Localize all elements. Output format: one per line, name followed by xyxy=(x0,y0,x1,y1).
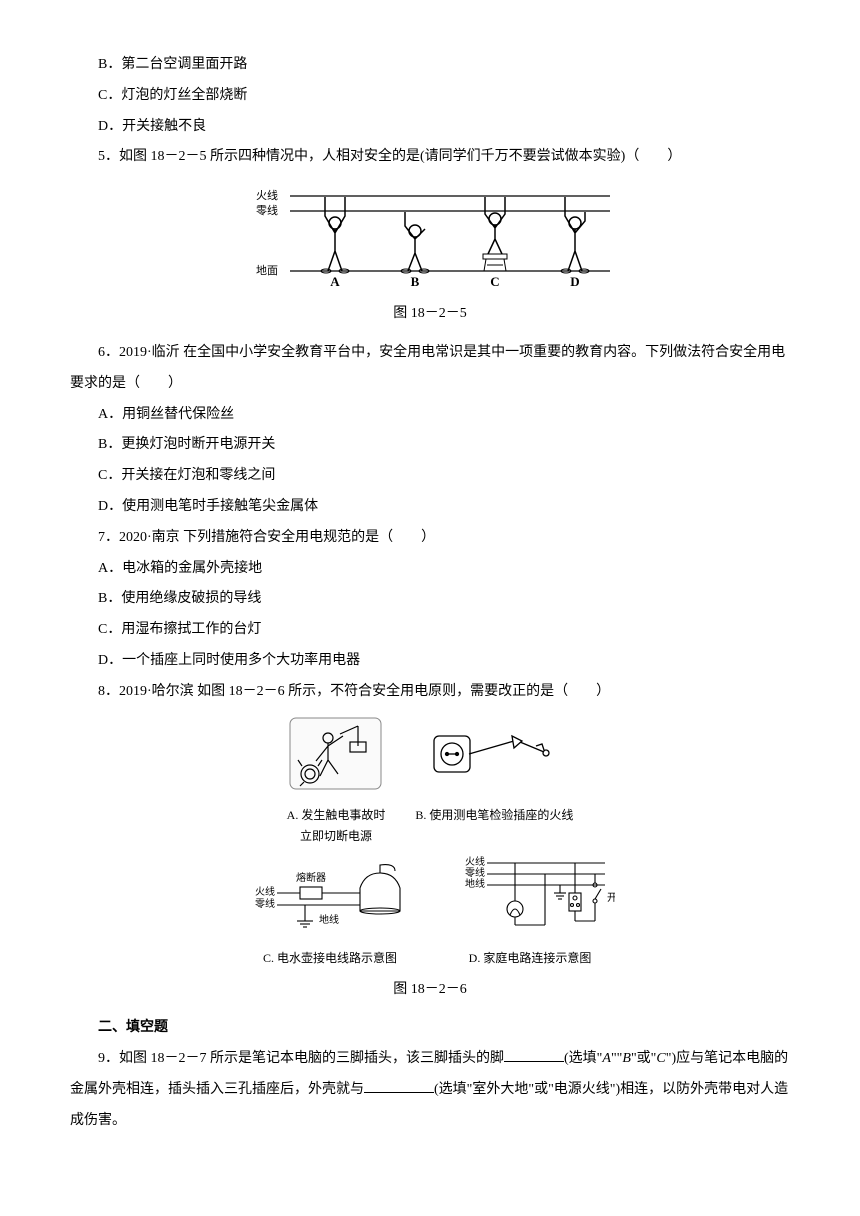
person-c xyxy=(483,197,507,271)
fig-8a-label1: A. 发生触电事故时 xyxy=(287,807,386,824)
q6-a: A．用铜丝替代保险丝 xyxy=(70,400,790,431)
fig-8c: 火线 零线 熔断器 地线 C. 电水壶接电线路示意图 xyxy=(245,853,415,967)
q9-text: 9．如图 18－2－7 所示是笔记本电脑的三脚插头，该三脚插头的脚 (选填"A""… xyxy=(70,1044,790,1136)
svg-text:A: A xyxy=(330,274,340,289)
q9-p1b: (选填" xyxy=(564,1051,602,1066)
figure-18-2-5: 火线 零线 地面 A B C D xyxy=(70,181,790,291)
q4-option-b: B．第二台空调里面开路 xyxy=(70,50,790,81)
q4-option-c: C．灯泡的灯丝全部烧断 xyxy=(70,81,790,112)
q7-a: A．电冰箱的金属外壳接地 xyxy=(70,554,790,585)
fig-8c-label: C. 电水壶接电线路示意图 xyxy=(245,950,415,967)
q6-b: B．更换灯泡时断开电源开关 xyxy=(70,430,790,461)
svg-text:火线: 火线 xyxy=(465,855,485,868)
q9-blank2[interactable] xyxy=(364,1079,434,1093)
q9-optc: C xyxy=(656,1051,665,1066)
q6-text: 6．2019·临沂 在全国中小学安全教育平台中，安全用电常识是其中一项重要的教育… xyxy=(70,338,790,400)
fig-8a: A. 发生触电事故时 立即切断电源 xyxy=(287,716,386,845)
q9-optb: B xyxy=(622,1051,631,1066)
figure-18-2-6-row1: A. 发生触电事故时 立即切断电源 B. 使用测电笔检验插座的火线 xyxy=(70,716,790,845)
label-neutral: 零线 xyxy=(256,203,278,217)
q9-opta: A xyxy=(602,1051,611,1066)
svg-text:开关: 开关 xyxy=(607,891,615,904)
q6-c: C．开关接在灯泡和零线之间 xyxy=(70,461,790,492)
svg-text:C: C xyxy=(490,274,499,289)
svg-text:D: D xyxy=(570,274,579,289)
svg-text:B: B xyxy=(411,274,420,289)
q5-text: 5．如图 18－2－5 所示四种情况中，人相对安全的是(请同学们千万不要尝试做本… xyxy=(70,142,790,173)
figure-18-2-5-caption: 图 18－2－5 xyxy=(70,299,790,330)
fig-8b: B. 使用测电笔检验插座的火线 xyxy=(415,716,573,845)
fig-8d: 火线 零线 地线 xyxy=(445,853,615,967)
q4-option-d: D．开关接触不良 xyxy=(70,112,790,143)
label-ground: 地面 xyxy=(256,264,278,277)
svg-text:零线: 零线 xyxy=(255,897,275,910)
label-live: 火线 xyxy=(256,188,278,202)
q9-blank1[interactable] xyxy=(504,1048,564,1062)
q9-p1d: "或" xyxy=(631,1051,656,1066)
q8-text: 8．2019·哈尔滨 如图 18－2－6 所示，不符合安全用电原则，需要改正的是… xyxy=(70,677,790,708)
svg-text:地线: 地线 xyxy=(465,877,485,890)
section-2-header: 二、填空题 xyxy=(70,1013,790,1044)
q7-text: 7．2020·南京 下列措施符合安全用电规范的是（ ） xyxy=(70,523,790,554)
person-d xyxy=(561,197,589,273)
person-b xyxy=(401,212,429,273)
q7-b: B．使用绝缘皮破损的导线 xyxy=(70,584,790,615)
svg-text:火线: 火线 xyxy=(255,885,275,898)
q9-p1a: 9．如图 18－2－7 所示是笔记本电脑的三脚插头，该三脚插头的脚 xyxy=(98,1051,504,1066)
figure-18-2-6-row2: 火线 零线 熔断器 地线 C. 电水壶接电线路示意图 xyxy=(70,853,790,967)
q7-c: C．用湿布擦拭工作的台灯 xyxy=(70,615,790,646)
svg-text:零线: 零线 xyxy=(465,866,485,879)
svg-text:熔断器: 熔断器 xyxy=(296,871,326,884)
fig-8d-label: D. 家庭电路连接示意图 xyxy=(445,950,615,967)
q6-d: D．使用测电笔时手接触笔尖金属体 xyxy=(70,492,790,523)
q9-p1c: "" xyxy=(611,1051,622,1066)
fig-8b-label: B. 使用测电笔检验插座的火线 xyxy=(415,807,573,824)
fig-8a-label2: 立即切断电源 xyxy=(287,828,386,845)
q7-d: D．一个插座上同时使用多个大功率用电器 xyxy=(70,646,790,677)
svg-text:地线: 地线 xyxy=(319,913,339,926)
person-a xyxy=(321,197,349,273)
figure-18-2-6-caption: 图 18－2－6 xyxy=(70,975,790,1006)
